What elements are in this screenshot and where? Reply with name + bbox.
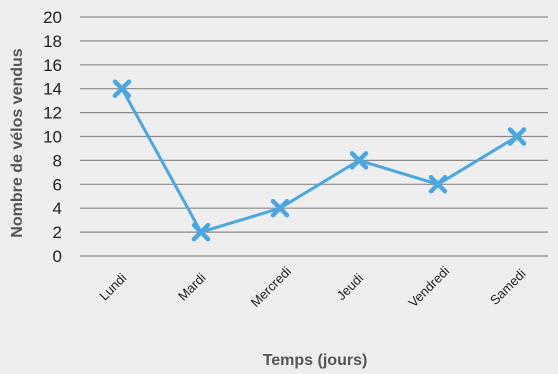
data-point-marker bbox=[112, 79, 132, 98]
y-tick-label: 8 bbox=[53, 151, 62, 170]
y-tick-label: 12 bbox=[43, 104, 62, 123]
y-tick-label: 0 bbox=[53, 247, 62, 266]
y-tick-label: 10 bbox=[43, 128, 62, 147]
marker-stroke bbox=[270, 198, 290, 218]
y-tick-label: 2 bbox=[53, 223, 62, 242]
y-tick-label: 18 bbox=[43, 32, 62, 51]
x-tick-label: Mardi bbox=[175, 270, 209, 304]
data-point-marker bbox=[428, 175, 448, 194]
y-tick-label: 16 bbox=[43, 56, 62, 75]
grid-lines bbox=[80, 16, 548, 257]
y-tick-label: 6 bbox=[53, 175, 62, 194]
series-group bbox=[112, 79, 527, 242]
x-tick-label: Jeudi bbox=[334, 270, 367, 303]
marker-stroke bbox=[428, 175, 448, 194]
data-point-marker bbox=[507, 127, 527, 146]
y-tick-label: 4 bbox=[53, 199, 62, 218]
data-point-marker bbox=[191, 222, 211, 242]
y-tick-label: 14 bbox=[43, 80, 62, 99]
data-point-marker bbox=[349, 151, 369, 170]
y-tick-labels: 0 2 4 6 8 10 12 14 16 18 20 bbox=[43, 8, 62, 266]
y-tick-label: 20 bbox=[43, 8, 62, 27]
x-tick-label: Lundi bbox=[96, 270, 129, 303]
x-tick-label: Mercredi bbox=[248, 264, 294, 310]
series-line bbox=[120, 87, 518, 234]
x-axis-title: Temps (jours) bbox=[263, 352, 368, 369]
data-point-marker bbox=[270, 198, 290, 218]
x-tick-label: Vendredi bbox=[405, 263, 452, 310]
marker-stroke bbox=[507, 127, 527, 146]
y-axis-title: Nombre de vélos vendus bbox=[9, 48, 26, 237]
marker-stroke bbox=[191, 222, 211, 242]
marker-stroke bbox=[112, 79, 132, 98]
x-tick-labels: Lundi Mardi Mercredi Jeudi Vendredi Samedi bbox=[96, 263, 529, 310]
x-tick-label: Samedi bbox=[487, 266, 529, 308]
marker-stroke bbox=[349, 151, 369, 170]
